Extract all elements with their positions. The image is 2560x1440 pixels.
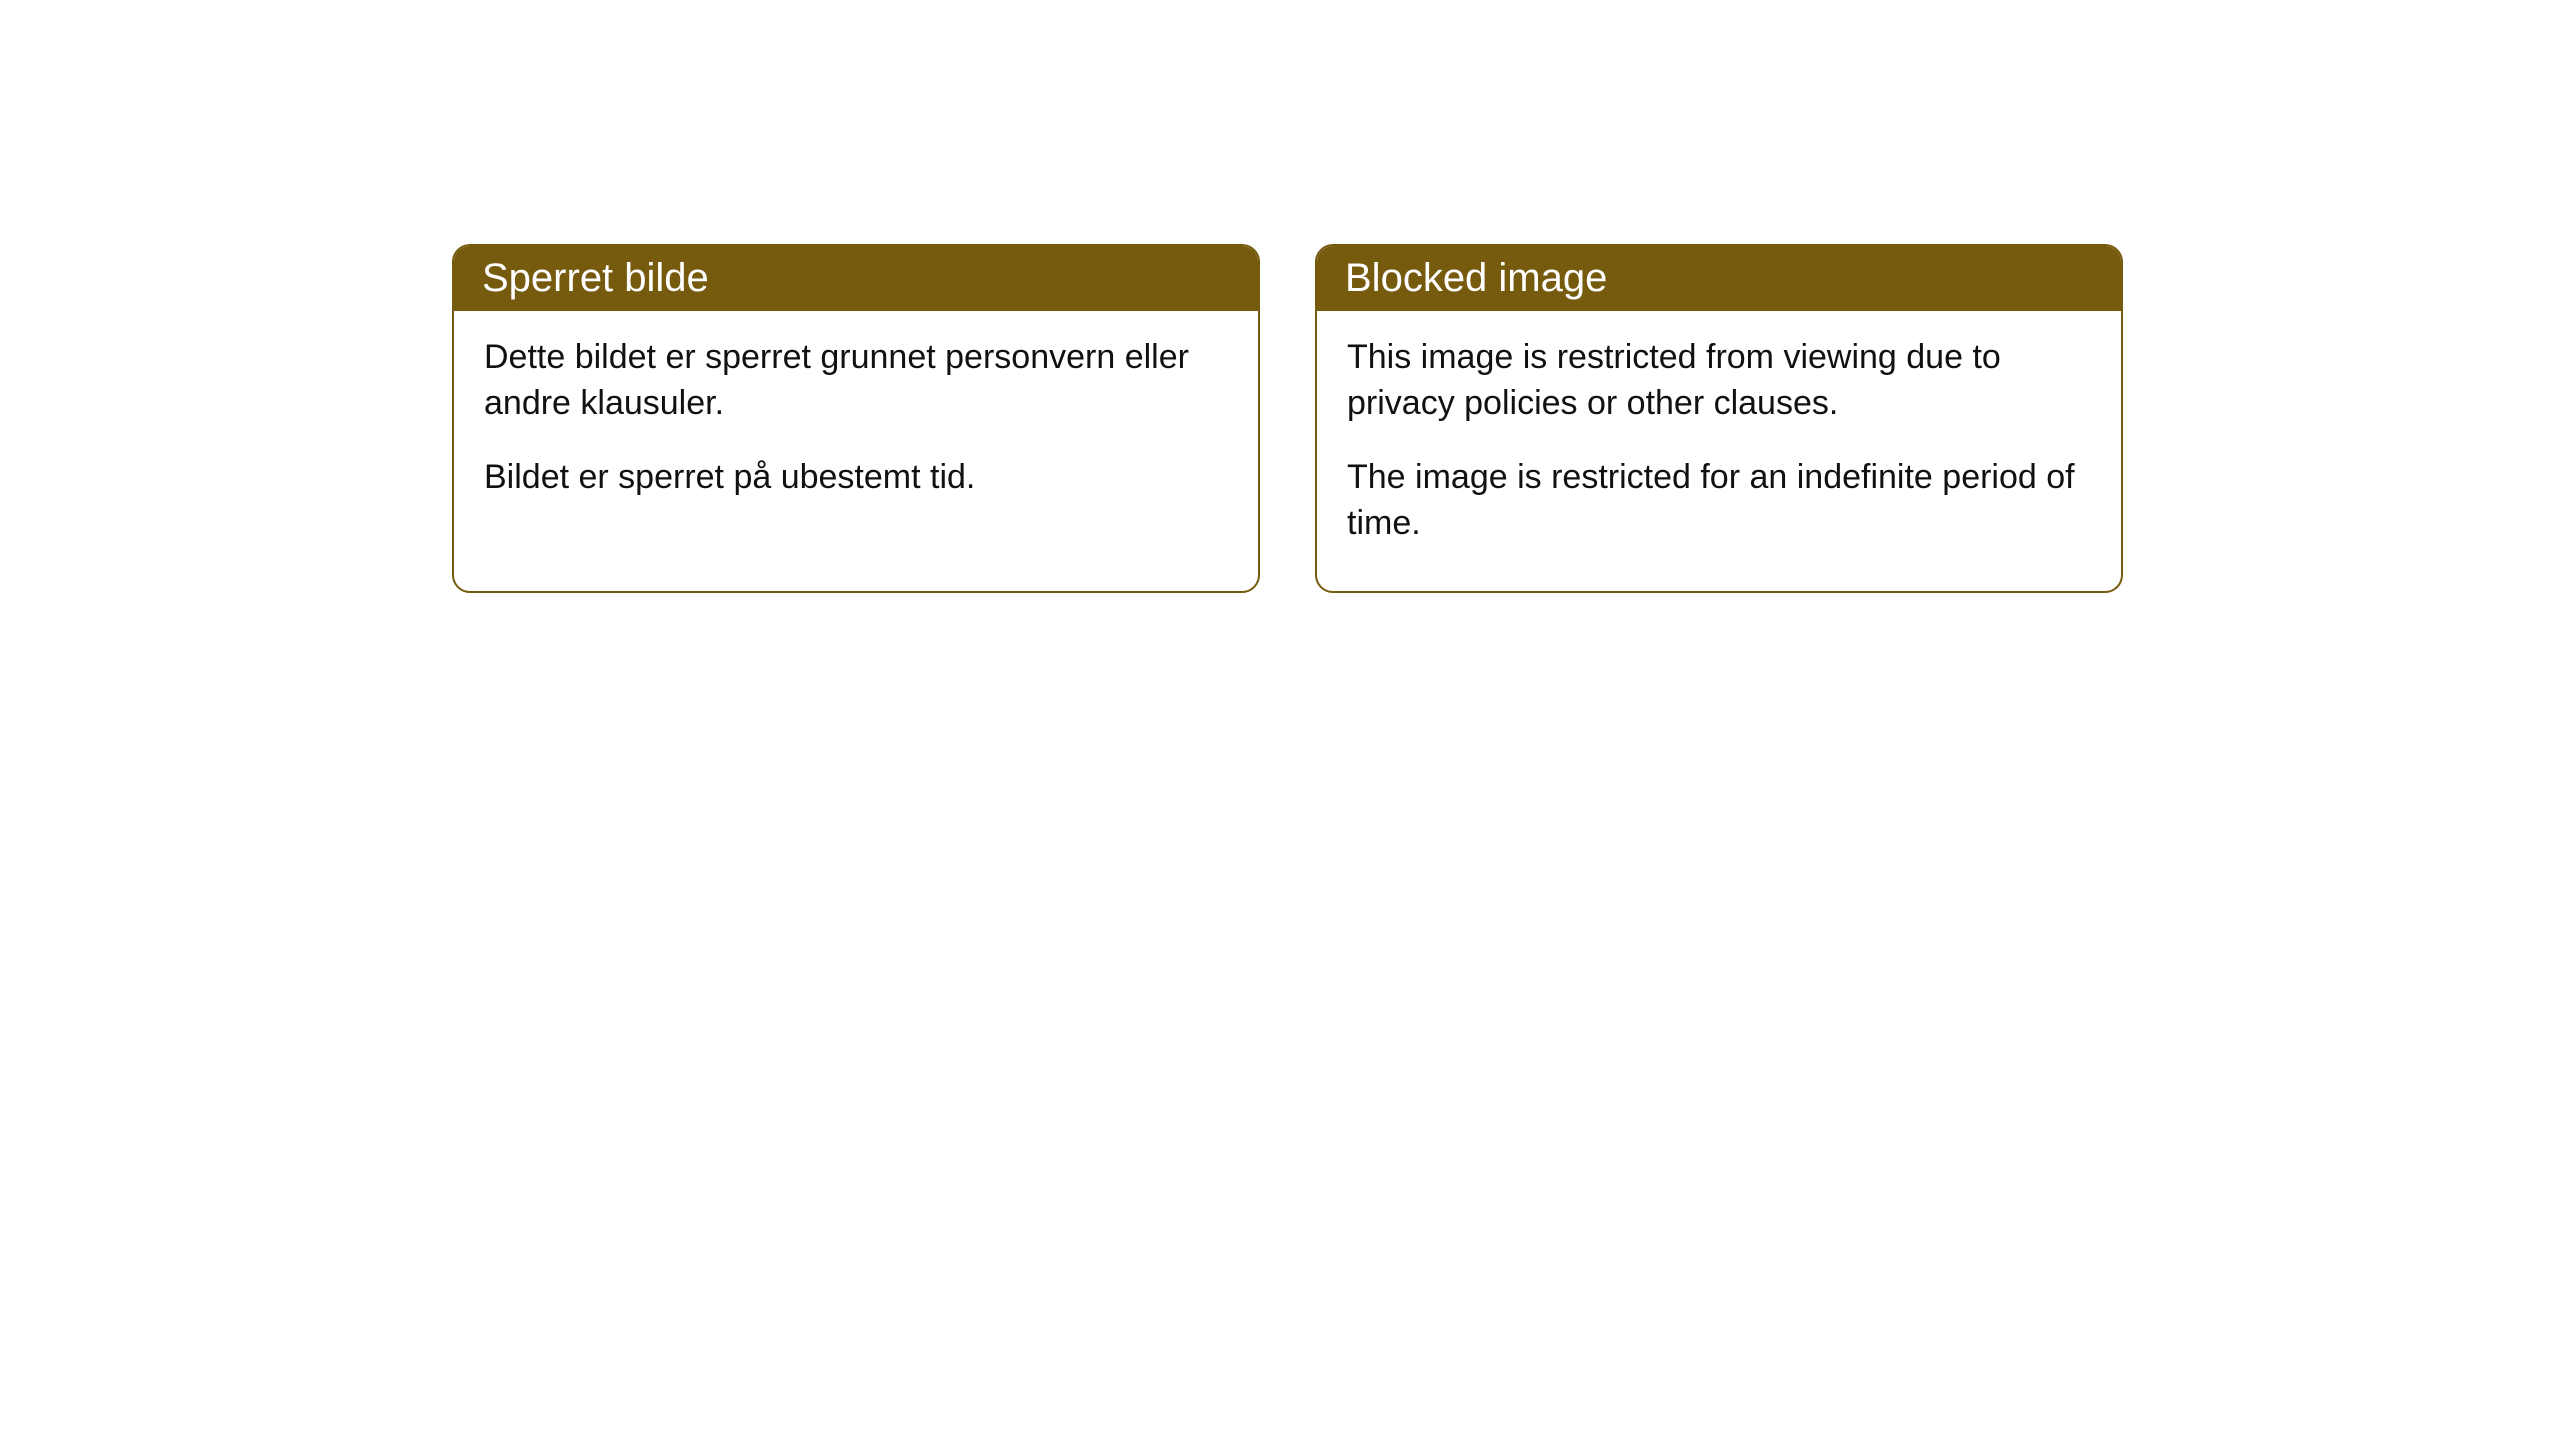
card-title: Sperret bilde: [482, 256, 709, 300]
card-header: Blocked image: [1317, 246, 2121, 311]
card-title: Blocked image: [1345, 256, 1607, 300]
card-header: Sperret bilde: [454, 246, 1258, 311]
blocked-image-card-no: Sperret bilde Dette bildet er sperret gr…: [452, 244, 1260, 593]
blocked-image-card-en: Blocked image This image is restricted f…: [1315, 244, 2123, 593]
card-body: This image is restricted from viewing du…: [1317, 311, 2121, 591]
card-paragraph: Dette bildet er sperret grunnet personve…: [484, 335, 1228, 427]
card-paragraph: Bildet er sperret på ubestemt tid.: [484, 455, 1228, 501]
card-paragraph: The image is restricted for an indefinit…: [1347, 455, 2091, 547]
notice-cards-container: Sperret bilde Dette bildet er sperret gr…: [452, 244, 2123, 593]
card-body: Dette bildet er sperret grunnet personve…: [454, 311, 1258, 545]
card-paragraph: This image is restricted from viewing du…: [1347, 335, 2091, 427]
